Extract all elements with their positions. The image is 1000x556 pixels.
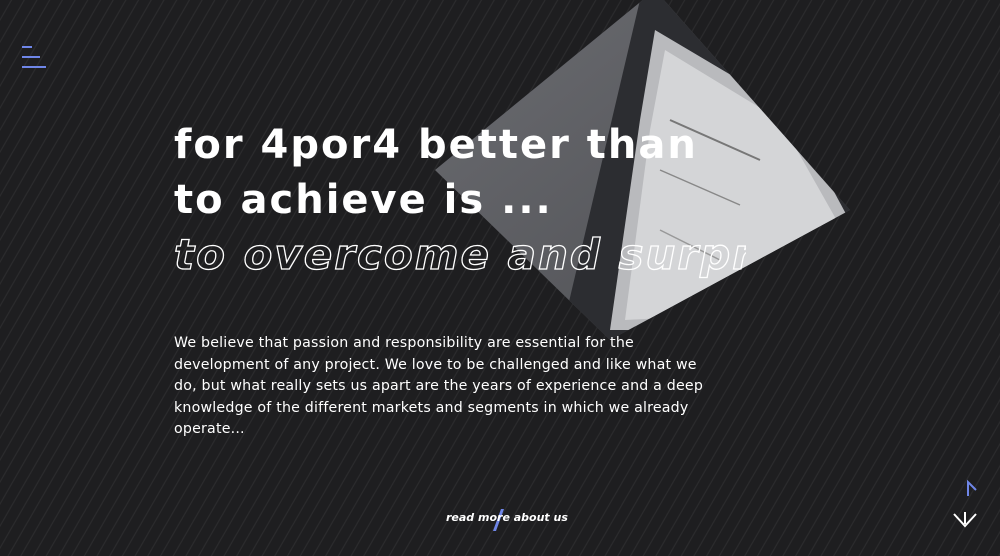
intro-paragraph: We believe that passion and responsibili… [174,335,704,437]
menu-button[interactable] [22,46,48,70]
arrow-up-icon [967,479,977,496]
read-more-link[interactable]: read more about us [446,511,568,524]
menu-line [22,46,32,48]
headline-line: to achieve is ... [174,177,553,223]
arrow-down-icon [953,513,977,528]
outline-wrap: to overcome and surprise [174,226,746,286]
menu-line [22,56,40,58]
headline: for 4por4 better than to achieve is ... [174,118,698,228]
outline-headline: to overcome and surprise [174,229,746,279]
scroll-down-button[interactable] [948,478,982,532]
menu-line [22,66,46,68]
headline-line: for 4por4 better than [174,122,698,168]
